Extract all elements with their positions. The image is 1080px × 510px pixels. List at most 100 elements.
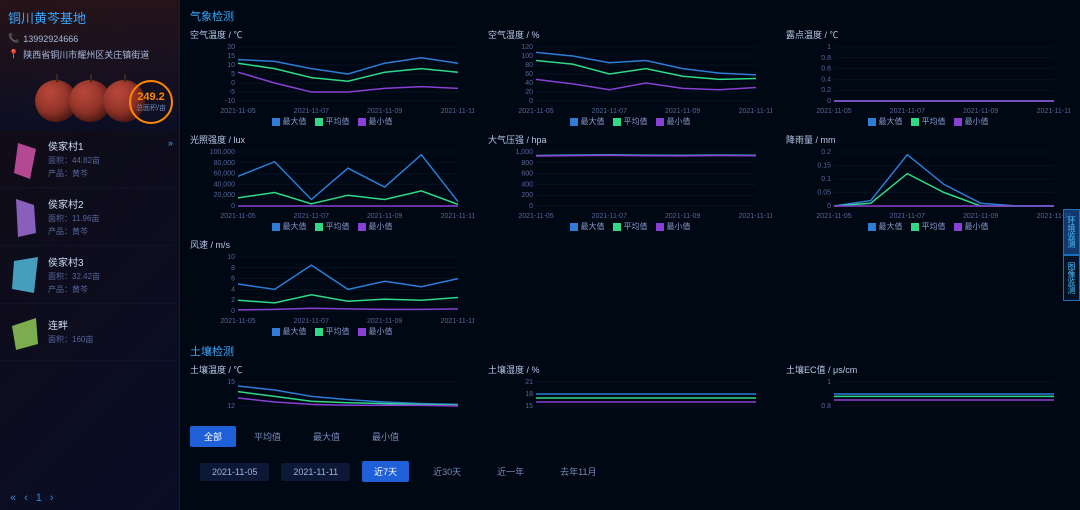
svg-text:20: 20 [525, 89, 533, 96]
legend-max: 最大值 [868, 116, 903, 127]
legend-max: 最大值 [272, 326, 307, 337]
prev-button[interactable]: ‹ [24, 492, 28, 504]
svg-text:0.15: 0.15 [817, 163, 831, 170]
filter-max-button[interactable]: 最大值 [299, 426, 354, 447]
chart-title: 土壤湿度 / % [488, 363, 772, 376]
legend-avg: 平均值 [315, 326, 350, 337]
chart-svg: 00.050.10.150.22021-11-052021-11-072021-… [786, 148, 1070, 220]
range-30d-button[interactable]: 近30天 [421, 461, 473, 482]
svg-text:2021-11-07: 2021-11-07 [890, 108, 925, 115]
plot-area: 面积：32.42亩 [48, 271, 169, 282]
collapse-button[interactable]: « [10, 492, 16, 504]
range-lastNov-button[interactable]: 去年11月 [548, 461, 608, 482]
svg-text:2021-11-09: 2021-11-09 [665, 213, 700, 220]
chart: 土壤湿度 / %151821 [488, 363, 772, 420]
svg-text:0.8: 0.8 [821, 403, 831, 410]
plot-item[interactable]: 连畔 面积：160亩 [0, 304, 179, 361]
legend-avg: 平均值 [613, 221, 648, 232]
next-button[interactable]: › [50, 492, 54, 504]
chart-svg: 0.81 [786, 378, 1070, 420]
chart-title: 空气湿度 / % [488, 28, 772, 41]
chart-title: 风速 / m/s [190, 238, 474, 251]
side-tabs: 环境监测 图像监测 [1063, 209, 1080, 301]
svg-text:15: 15 [227, 53, 235, 60]
total-area-value: 249.2 [137, 91, 165, 103]
svg-text:2021-11-07: 2021-11-07 [294, 213, 329, 220]
chart: 大气压强 / hpa02004006008001,0002021-11-0520… [488, 133, 772, 232]
svg-text:2021-11-11: 2021-11-11 [441, 108, 474, 115]
plot-shape-icon [10, 139, 40, 179]
filter-min-button[interactable]: 最小值 [358, 426, 413, 447]
plot-info: 侯家村3 面积：32.42亩 产品：黄芩 [48, 254, 169, 295]
range-7d-button[interactable]: 近7天 [362, 461, 409, 482]
date-range-bar: 2021-11-05 2021-11-11 近7天 近30天 近一年 去年11月 [190, 455, 1070, 488]
svg-text:8: 8 [231, 265, 235, 272]
total-area-ring: 249.2 总面积/亩 [129, 80, 173, 124]
legend-min: 最小值 [954, 221, 989, 232]
legend-min: 最小值 [358, 326, 393, 337]
chart-title: 降雨量 / mm [786, 133, 1070, 146]
filter-bar: 全部 平均值 最大值 最小值 [190, 426, 1070, 447]
plot-name: 侯家村3 [48, 254, 169, 269]
svg-text:2021-11-11: 2021-11-11 [739, 108, 772, 115]
svg-text:2021-11-09: 2021-11-09 [367, 213, 402, 220]
svg-text:21: 21 [525, 379, 533, 386]
svg-text:2: 2 [231, 297, 235, 304]
plot-area: 面积：44.82亩 [48, 155, 169, 166]
range-1y-button[interactable]: 近一年 [485, 461, 536, 482]
chart: 空气湿度 / %0204060801001202021-11-052021-11… [488, 28, 772, 127]
legend-max: 最大值 [272, 221, 307, 232]
svg-text:2021-11-09: 2021-11-09 [367, 108, 402, 115]
svg-text:2021-11-07: 2021-11-07 [592, 108, 627, 115]
legend-min: 最小值 [358, 221, 393, 232]
plot-item[interactable]: 侯家村3 面积：32.42亩 产品：黄芩 [0, 246, 179, 304]
chart-title: 大气压强 / hpa [488, 133, 772, 146]
svg-text:2021-11-09: 2021-11-09 [963, 213, 998, 220]
legend-min: 最小值 [656, 221, 691, 232]
chart-title: 露点温度 / ℃ [786, 28, 1070, 41]
expand-icon[interactable]: » [168, 138, 173, 148]
legend-avg: 平均值 [613, 116, 648, 127]
end-date[interactable]: 2021-11-11 [281, 463, 350, 481]
legend-min: 最小值 [656, 116, 691, 127]
chart: 露点温度 / ℃00.20.40.60.812021-11-052021-11-… [786, 28, 1070, 127]
svg-text:0.4: 0.4 [821, 76, 831, 83]
svg-text:80,000: 80,000 [214, 160, 236, 167]
chart-svg: 1215 [190, 378, 474, 420]
total-area-label: 总面积/亩 [136, 103, 166, 113]
svg-text:2021-11-09: 2021-11-09 [367, 318, 402, 325]
svg-text:2021-11-05: 2021-11-05 [518, 213, 553, 220]
svg-text:2021-11-09: 2021-11-09 [963, 108, 998, 115]
svg-text:10: 10 [227, 254, 235, 261]
svg-text:15: 15 [525, 403, 533, 410]
svg-text:2021-11-07: 2021-11-07 [294, 108, 329, 115]
svg-text:2021-11-07: 2021-11-07 [294, 318, 329, 325]
chart-legend: 最大值 平均值 最小值 [488, 221, 772, 232]
svg-text:-5: -5 [229, 89, 235, 96]
tab-env[interactable]: 环境监测 [1063, 209, 1080, 255]
svg-text:0: 0 [231, 308, 235, 315]
svg-text:0: 0 [231, 80, 235, 87]
svg-text:60: 60 [525, 71, 533, 78]
legend-avg: 平均值 [911, 116, 946, 127]
svg-text:2021-11-05: 2021-11-05 [220, 108, 255, 115]
svg-text:0.8: 0.8 [821, 55, 831, 62]
svg-text:0.2: 0.2 [821, 149, 831, 156]
filter-all-button[interactable]: 全部 [190, 426, 236, 447]
svg-text:100,000: 100,000 [210, 149, 235, 156]
plot-info: 侯家村2 面积：11.96亩 产品：黄芩 [48, 196, 169, 237]
soil-chart-grid: 土壤温度 / ℃1215土壤湿度 / %151821土壤EC值 / μs/cm0… [190, 363, 1070, 420]
plot-item[interactable]: 侯家村2 面积：11.96亩 产品：黄芩 [0, 188, 179, 246]
svg-text:2021-11-11: 2021-11-11 [441, 318, 474, 325]
filter-avg-button[interactable]: 平均值 [240, 426, 295, 447]
tab-img[interactable]: 图像监测 [1063, 255, 1080, 301]
svg-text:4: 4 [231, 286, 235, 293]
svg-text:2021-11-05: 2021-11-05 [518, 108, 553, 115]
svg-text:800: 800 [521, 160, 533, 167]
svg-text:1: 1 [827, 44, 831, 51]
plot-shape-icon [10, 312, 40, 352]
plot-item[interactable]: 侯家村1 面积：44.82亩 产品：黄芩 » [0, 130, 179, 188]
start-date[interactable]: 2021-11-05 [200, 463, 269, 481]
plot-list: 侯家村1 面积：44.82亩 产品：黄芩 » 侯家村2 面积：11.96亩 产品… [0, 130, 179, 486]
plot-shape-icon [10, 255, 40, 295]
